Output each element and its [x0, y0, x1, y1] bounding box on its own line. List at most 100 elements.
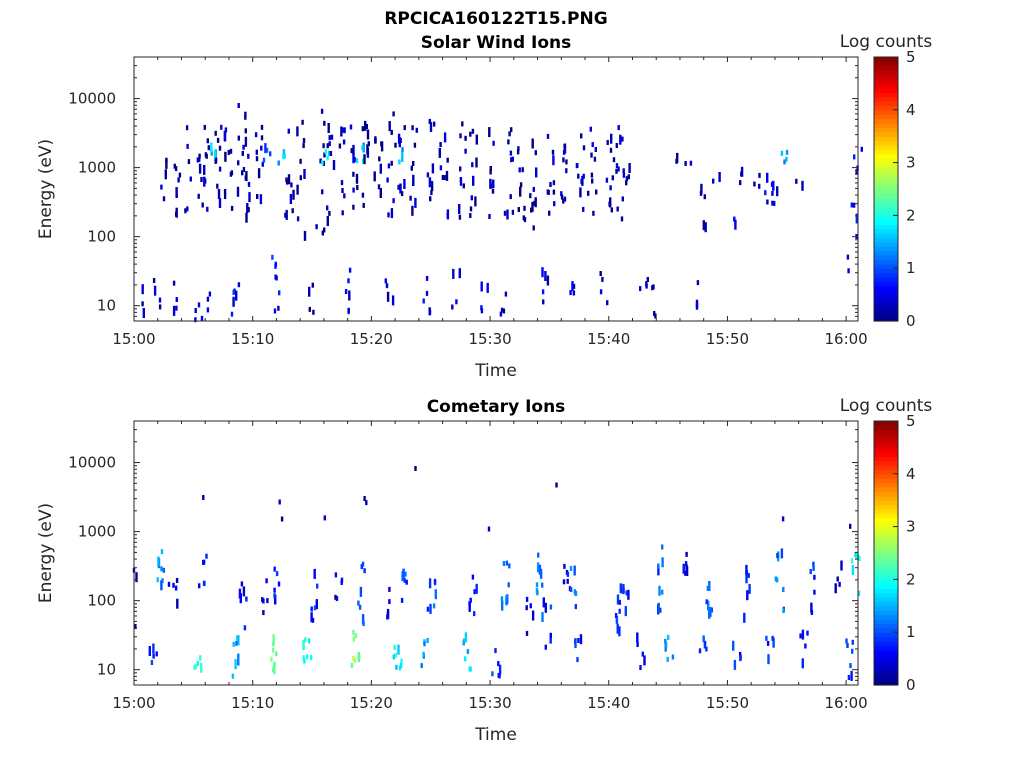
- heatmap-cell: [471, 574, 475, 580]
- heatmap-cell: [277, 581, 281, 587]
- heatmap-band: [622, 584, 630, 617]
- heatmap-cell: [709, 606, 712, 617]
- heatmap-cell: [242, 144, 245, 150]
- heatmap-cell: [164, 169, 167, 180]
- heatmap-cell: [194, 663, 197, 669]
- x-tick-label: 16:00: [825, 330, 868, 348]
- heatmap-band: [605, 133, 616, 213]
- heatmap-band: [622, 163, 631, 186]
- heatmap-cell: [704, 222, 707, 233]
- heatmap-cell: [312, 309, 315, 315]
- heatmap-cell: [223, 130, 227, 141]
- heatmap-cell: [175, 578, 179, 583]
- heatmap-cell: [201, 202, 204, 208]
- heatmap-cell: [178, 172, 182, 178]
- colorbar-segment: [874, 290, 898, 296]
- heatmap-cell: [464, 656, 467, 662]
- heatmap-cell: [245, 596, 248, 602]
- heatmap-band: [392, 644, 403, 671]
- heatmap-cell: [534, 150, 537, 156]
- colorbar-segment: [874, 114, 898, 120]
- colorbar-segment: [874, 544, 898, 550]
- heatmap-cell: [302, 143, 305, 149]
- heatmap-cell: [430, 180, 433, 186]
- heatmap-cell: [641, 651, 644, 657]
- heatmap-cell: [810, 602, 813, 613]
- heatmap-cell: [207, 145, 210, 151]
- heatmap-band: [525, 596, 535, 636]
- heatmap-cell: [530, 207, 533, 213]
- heatmap-cell: [202, 495, 205, 500]
- heatmap-cell: [840, 560, 843, 571]
- heatmap-cell: [565, 159, 568, 165]
- heatmap-cell: [609, 185, 612, 191]
- colorbar-segment: [874, 465, 898, 470]
- heatmap-cell: [739, 651, 742, 657]
- heatmap-cell: [537, 552, 540, 558]
- colorbar-segment: [874, 316, 898, 322]
- heatmap-cell: [302, 138, 306, 143]
- heatmap-cell: [618, 626, 621, 637]
- heatmap-cell: [393, 644, 396, 650]
- colorbar-segment: [874, 87, 898, 93]
- heatmap-cell: [542, 299, 545, 305]
- heatmap-cell: [853, 154, 856, 160]
- heatmap-cell: [579, 187, 582, 198]
- colorbar-tick-label: 0: [906, 312, 916, 330]
- heatmap-cell: [401, 152, 404, 162]
- heatmap-cell: [196, 157, 199, 163]
- heatmap-cell: [409, 195, 412, 201]
- colorbar-segment: [874, 189, 898, 194]
- heatmap-cell: [386, 611, 390, 617]
- heatmap-cell: [203, 164, 206, 175]
- heatmap-cell: [392, 111, 395, 117]
- heatmap-cell: [506, 209, 509, 220]
- heatmap-band: [284, 128, 295, 220]
- colorbar-segment: [874, 645, 898, 651]
- heatmap-cell: [315, 224, 318, 230]
- heatmap-cell: [712, 178, 715, 184]
- colorbar-segment: [874, 228, 898, 234]
- heatmap-band: [350, 629, 361, 668]
- heatmap-cell: [223, 189, 227, 199]
- heatmap-band: [355, 142, 365, 164]
- heatmap-cell: [503, 210, 507, 216]
- heatmap-cell: [352, 187, 355, 193]
- heatmap-band: [480, 281, 489, 314]
- heatmap-band: [173, 163, 182, 218]
- heatmap-band: [614, 583, 622, 637]
- heatmap-cell: [385, 283, 389, 289]
- heatmap-cell: [855, 169, 858, 175]
- heatmap-cell: [593, 156, 597, 162]
- heatmap-cell: [733, 659, 737, 670]
- heatmap-cell: [846, 643, 849, 648]
- heatmap-cell: [771, 190, 774, 196]
- heatmap-band: [698, 635, 708, 654]
- heatmap-cell: [443, 175, 446, 180]
- heatmap-cell: [771, 200, 774, 206]
- heatmap-cell: [218, 166, 222, 172]
- heatmap-band: [500, 560, 511, 611]
- heatmap-cell: [343, 128, 346, 134]
- colorbar-frame: [873, 56, 899, 322]
- heatmap-cell: [321, 189, 324, 195]
- heatmap-cell: [439, 165, 443, 171]
- heatmap-cell: [323, 120, 326, 126]
- heatmap-cell: [646, 277, 649, 282]
- heatmap-cell: [187, 159, 191, 165]
- heatmap-cell: [283, 153, 286, 159]
- heatmap-cell: [618, 599, 621, 605]
- heatmap-cell: [175, 187, 178, 198]
- x-tick-label: 15:00: [112, 694, 155, 712]
- heatmap-band: [574, 634, 583, 663]
- heatmap-cell: [335, 596, 339, 602]
- heatmap-cell: [470, 195, 473, 201]
- heatmap-band: [202, 495, 205, 500]
- heatmap-cell: [235, 640, 238, 646]
- heatmap-cell: [186, 206, 189, 212]
- heatmap-cell: [404, 571, 407, 577]
- heatmap-cell: [639, 665, 642, 670]
- colorbar-segment: [874, 299, 898, 304]
- x-tick-label: 15:40: [587, 330, 630, 348]
- heatmap-cell: [536, 562, 540, 573]
